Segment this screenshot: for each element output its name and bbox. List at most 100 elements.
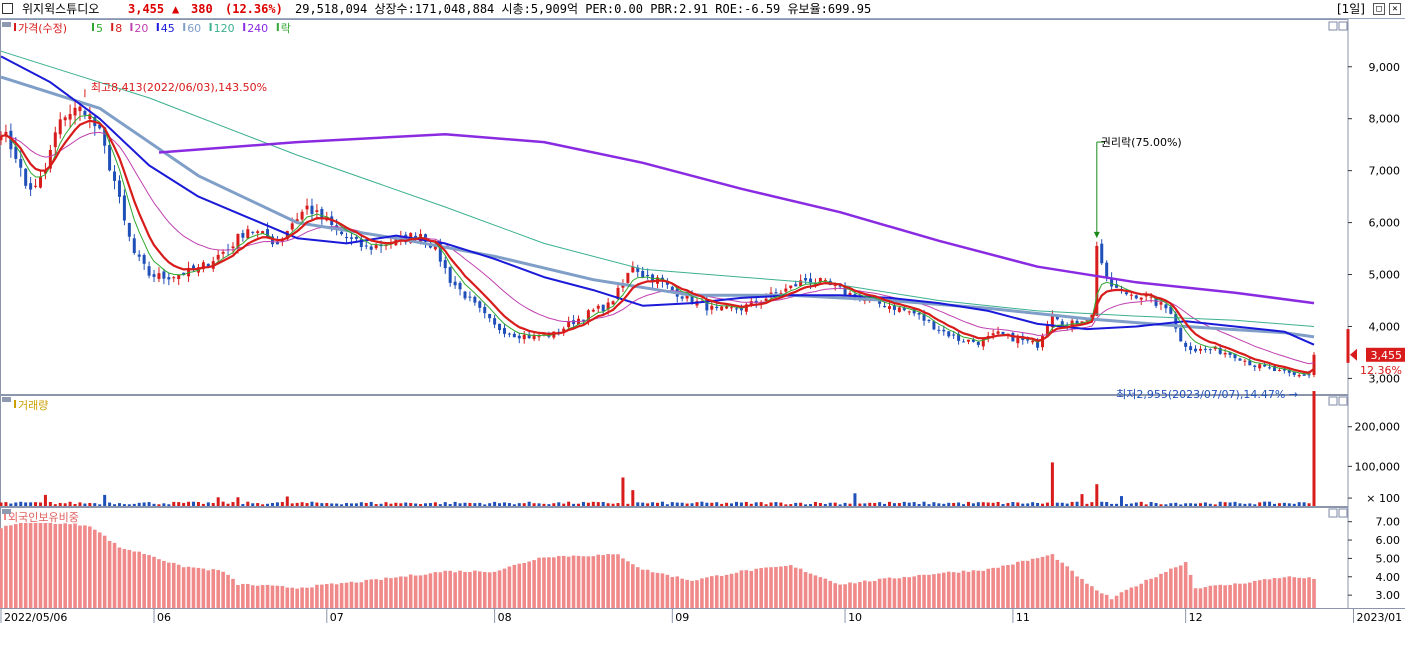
volume-bar (695, 502, 699, 506)
foreign-bar (53, 524, 58, 608)
volume-bar (1282, 502, 1286, 506)
foreign-bar (576, 555, 581, 608)
candle (611, 301, 615, 305)
foreign-bar (556, 556, 561, 608)
volume-bar (971, 503, 975, 506)
foreign-bar (877, 578, 882, 608)
volume-bar (636, 502, 640, 506)
volume-bar (53, 504, 57, 506)
volume-bar (246, 501, 250, 506)
foreign-bar (695, 580, 699, 608)
foreign-bar (1035, 558, 1040, 608)
candle (300, 211, 304, 220)
volume-bar (196, 502, 200, 506)
volume-bar (1006, 503, 1010, 506)
candle (1050, 313, 1054, 328)
foreign-bar (1183, 562, 1188, 608)
volume-bar (986, 502, 990, 506)
volume-bar (34, 502, 38, 506)
legend-item: 8 (115, 22, 122, 35)
volume-bar (221, 501, 225, 506)
candle (764, 298, 768, 302)
candle (1208, 349, 1212, 351)
close-icon[interactable]: ✕ (1389, 3, 1401, 15)
volume-bar (379, 503, 383, 506)
foreign-bar (167, 562, 171, 608)
volume-bar (1016, 502, 1020, 506)
volume-bar (646, 503, 650, 506)
candle (646, 274, 650, 276)
volume-bar (83, 503, 87, 506)
volume-bar (1223, 502, 1227, 506)
foreign-bar (902, 577, 907, 608)
foreign-bar (571, 555, 576, 608)
volume-bar (172, 501, 176, 506)
volume-bar (670, 502, 674, 506)
foreign-bar (280, 586, 285, 608)
candle (794, 284, 798, 287)
volume-bar (443, 502, 447, 506)
foreign-bar (675, 576, 680, 608)
candle (345, 236, 349, 239)
candle (458, 282, 462, 290)
maximize-icon[interactable]: □ (1373, 3, 1385, 15)
select-checkbox[interactable] (2, 3, 13, 14)
volume-bar (675, 502, 679, 506)
volume-bar (779, 502, 783, 506)
volume-bar (542, 503, 546, 506)
volume-bar (256, 503, 260, 506)
foreign-bar (729, 573, 734, 608)
volume-bar (897, 503, 901, 506)
up-arrow-icon: ▲ (172, 2, 180, 16)
volume-bar (1139, 501, 1143, 506)
foreign-bar (917, 574, 921, 608)
last-price-label: 3,455 (1371, 349, 1403, 362)
candle (448, 267, 452, 283)
foreign-bar (152, 556, 156, 608)
x-tick-label: 09 (675, 611, 689, 624)
legend-item: 락 (281, 22, 291, 35)
last-change-pct: 12.36% (1360, 364, 1402, 377)
candle (0, 136, 3, 141)
period-selector[interactable]: [1일] (1336, 2, 1365, 16)
volume-bar (1134, 502, 1138, 506)
volume-bar (285, 496, 289, 506)
price-tick-label: 4,000 (1369, 320, 1401, 333)
foreign-bar (1243, 583, 1247, 608)
volume-bar (448, 504, 452, 506)
foreign-bar (1025, 560, 1030, 608)
foreign-bar (492, 571, 497, 608)
volume-bar (892, 503, 896, 506)
volume-bar (1208, 503, 1212, 506)
foreign-bar (932, 574, 936, 608)
candle (927, 319, 931, 321)
candle (122, 195, 126, 221)
legend-swatch (92, 23, 94, 31)
candle (132, 238, 136, 253)
price-frame (0, 19, 1349, 395)
volume-bar (680, 502, 684, 506)
candle (221, 251, 225, 254)
candle (680, 296, 684, 299)
price-change-pct: (12.36%) (225, 2, 283, 16)
volume-bar (1164, 504, 1168, 506)
volume-bar (685, 503, 689, 506)
foreign-bar (1055, 559, 1060, 608)
volume-bar (557, 502, 561, 506)
foreign-bar (428, 573, 433, 608)
panel-maximize-icon (1328, 21, 1338, 31)
foreign-bar (389, 578, 393, 608)
volume-bar (883, 503, 887, 506)
volume-bar (1307, 503, 1311, 506)
volume-bar (1041, 503, 1045, 506)
candle (922, 313, 926, 321)
volume-bar (414, 503, 418, 506)
volume-bar (1248, 503, 1252, 506)
foreign-bar (941, 572, 946, 608)
candle (1154, 298, 1158, 306)
volume-bar (438, 504, 442, 506)
candle (636, 267, 640, 272)
panel-maximize-icon (1328, 396, 1338, 406)
foreign-bar (937, 573, 941, 608)
foreign-bar (48, 521, 53, 608)
